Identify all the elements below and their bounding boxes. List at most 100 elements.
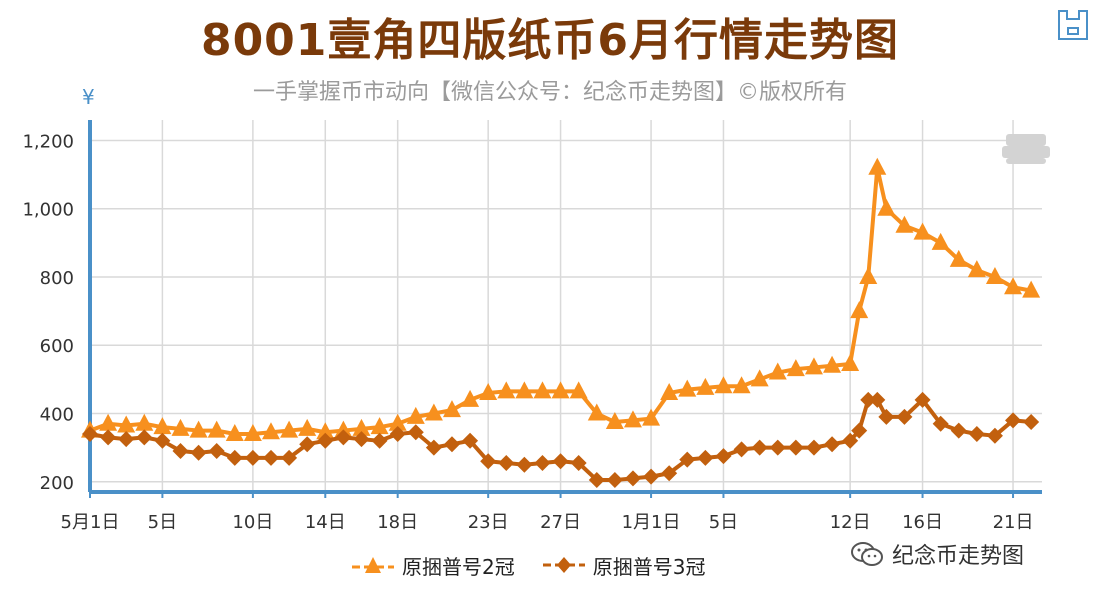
data-point-triangle (225, 423, 244, 441)
data-point-diamond (1005, 412, 1022, 429)
data-point-triangle (732, 376, 751, 394)
save-icon-slot (1066, 10, 1080, 20)
data-point-diamond (208, 443, 225, 460)
legend-item-series-2[interactable]: 原捆普号3冠 (541, 551, 705, 580)
data-point-diamond (697, 449, 714, 466)
chart-tick-labels: 200 400 600 800 1,000 1,200 5月1日 5日 10日 14日 18日 23日… (22, 131, 1033, 533)
data-point-triangle (714, 376, 733, 394)
data-point-diamond (570, 454, 587, 471)
legend-item-series-1[interactable]: 原捆普号2冠 (350, 551, 515, 580)
data-point-triangle (117, 415, 136, 433)
x-tick-label: 18日 (377, 512, 418, 533)
data-point-triangle (678, 379, 697, 397)
y-tick-label: 600 (40, 336, 74, 357)
data-point-triangle (370, 417, 389, 435)
data-point-triangle (533, 381, 552, 399)
chart-grid (89, 120, 1042, 492)
chart-series (81, 157, 1041, 489)
x-tick-label: 14日 (305, 512, 346, 533)
data-point-diamond (932, 415, 949, 432)
data-point-diamond (733, 441, 750, 458)
data-point-triangle (280, 420, 299, 438)
data-point-diamond (498, 454, 515, 471)
data-point-triangle (913, 222, 932, 240)
data-point-triangle (895, 215, 914, 233)
y-axis-label: ¥ (82, 85, 95, 109)
wechat-icon (851, 542, 883, 566)
y-tick-label: 1,000 (22, 200, 74, 221)
data-point-diamond (552, 453, 569, 470)
watermark: 纪念币走势图 (850, 538, 1024, 570)
data-point-triangle (388, 413, 407, 431)
data-point-diamond (462, 432, 479, 449)
data-point-triangle (171, 418, 190, 436)
data-point-diamond (643, 468, 660, 485)
save-icon[interactable] (1058, 10, 1088, 40)
x-tick-label: 5日 (148, 512, 177, 533)
data-point-diamond (842, 432, 859, 449)
data-point-triangle (623, 410, 642, 428)
data-point-diamond (389, 425, 406, 442)
y-tick-label: 400 (40, 405, 74, 426)
data-point-triangle (605, 412, 624, 430)
chart-legend: 原捆普号2冠 原捆普号3冠 (350, 550, 731, 580)
data-point-diamond (787, 439, 804, 456)
data-point-diamond (335, 429, 352, 446)
data-point-diamond (661, 465, 678, 482)
data-point-triangle (135, 413, 154, 431)
data-point-triangle (587, 403, 606, 421)
data-point-triangle (461, 389, 480, 407)
data-point-triangle (497, 381, 516, 399)
data-point-diamond (968, 425, 985, 442)
data-point-diamond (534, 454, 551, 471)
data-point-triangle (967, 260, 986, 278)
data-point-triangle (99, 413, 118, 431)
data-point-triangle (985, 266, 1004, 284)
x-tick-label: 1月1日 (622, 512, 681, 533)
data-point-diamond (1023, 414, 1040, 431)
data-point-diamond (136, 429, 153, 446)
x-tick-label: 21日 (993, 512, 1034, 533)
data-point-triangle (841, 354, 860, 372)
x-tick-label: 10日 (232, 512, 273, 533)
data-point-triangle (786, 359, 805, 377)
data-point-triangle (1022, 280, 1041, 298)
x-tick-label: 23日 (468, 512, 509, 533)
data-point-triangle (823, 355, 842, 373)
data-point-diamond (624, 470, 641, 487)
data-point-diamond (679, 451, 696, 468)
data-point-triangle (243, 423, 262, 441)
data-point-triangle (768, 362, 787, 380)
data-point-triangle (352, 418, 371, 436)
data-point-diamond (588, 472, 605, 489)
data-point-diamond (371, 432, 388, 449)
data-point-diamond (190, 444, 207, 461)
data-point-diamond (407, 424, 424, 441)
data-point-diamond (281, 449, 298, 466)
data-point-diamond (896, 408, 913, 425)
data-point-triangle (189, 420, 208, 438)
data-point-diamond (751, 439, 768, 456)
data-point-triangle (316, 422, 335, 440)
data-point-triangle (261, 422, 280, 440)
watermark-text: 纪念币走势图 (892, 544, 1025, 569)
data-point-triangle (804, 357, 823, 375)
x-tick-label: 5月1日 (61, 512, 120, 533)
data-point-diamond (425, 439, 442, 456)
data-point-diamond (878, 408, 895, 425)
x-tick-label: 16日 (902, 512, 943, 533)
y-tick-label: 800 (40, 268, 74, 289)
legend-label-series-1: 原捆普号2冠 (402, 554, 515, 579)
data-point-triangle (442, 400, 461, 418)
data-point-diamond (860, 391, 877, 408)
data-point-triangle (931, 232, 950, 250)
data-point-diamond (824, 436, 841, 453)
data-point-diamond (299, 436, 316, 453)
data-point-diamond (914, 391, 931, 408)
page-subtitle: 一手掌握币市动向【微信公众号：纪念币走势图】©版权所有 (252, 80, 847, 105)
chart-menu-icon[interactable] (1002, 134, 1050, 164)
data-point-diamond (851, 422, 868, 439)
data-point-triangle (424, 403, 443, 421)
y-tick-label: 200 (40, 473, 74, 494)
